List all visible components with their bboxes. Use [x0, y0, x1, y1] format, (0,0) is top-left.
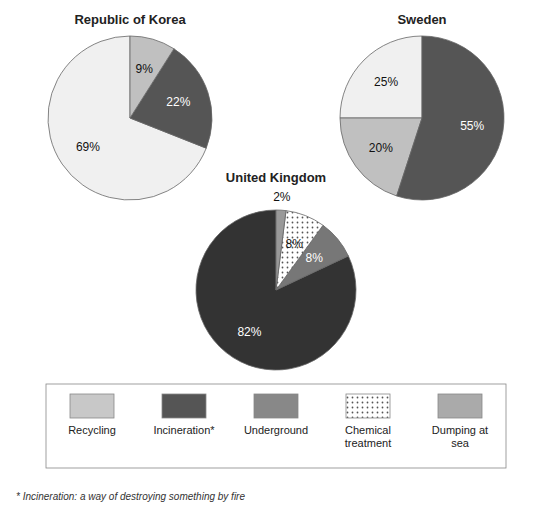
data-label: 8% — [286, 237, 304, 251]
data-label: 69% — [76, 140, 100, 154]
legend-label: Incineration* — [153, 424, 215, 436]
data-label: 82% — [237, 325, 261, 339]
legend-swatch — [162, 394, 206, 418]
pie-chart: United Kingdom 82% 8%8% 2% — [196, 170, 356, 370]
legend-label: Chemicaltreatment — [345, 424, 391, 449]
pie-slice — [196, 210, 356, 370]
pie-slice — [276, 211, 323, 290]
pie-chart: Sweden 25% 20% 55% — [340, 12, 504, 200]
legend-box — [46, 384, 506, 468]
data-label: 8% — [306, 251, 324, 265]
legend-swatch — [346, 394, 390, 418]
data-label: 2% — [273, 190, 291, 204]
data-label: 22% — [166, 95, 190, 109]
legend-swatch — [254, 394, 298, 418]
pie-chart: Republic of Korea 69% 22% 9% — [48, 12, 212, 200]
data-label: 55% — [460, 119, 484, 133]
data-label: 20% — [369, 141, 393, 155]
chart-title: Sweden — [397, 12, 446, 27]
legend: Recycling Incineration* Underground Chemica… — [46, 384, 506, 468]
footnote: * Incineration: a way of destroying some… — [16, 491, 245, 502]
data-label: 25% — [374, 75, 398, 89]
pie-slice — [276, 210, 286, 290]
pie-slice — [397, 36, 504, 200]
chart-title: Republic of Korea — [74, 12, 186, 27]
legend-label: Underground — [244, 424, 308, 436]
pie-slice — [130, 36, 174, 118]
legend-label: Dumping atsea — [432, 424, 488, 449]
pie-slice — [340, 36, 422, 118]
data-label: 9% — [136, 62, 154, 76]
legend-label: Recycling — [68, 424, 116, 436]
chart: Republic of Korea 69% 22% 9% Sweden 25% 20% 55%… — [0, 0, 552, 521]
legend-swatch — [70, 394, 114, 418]
chart-title: United Kingdom — [226, 170, 326, 185]
legend-swatch — [438, 394, 482, 418]
